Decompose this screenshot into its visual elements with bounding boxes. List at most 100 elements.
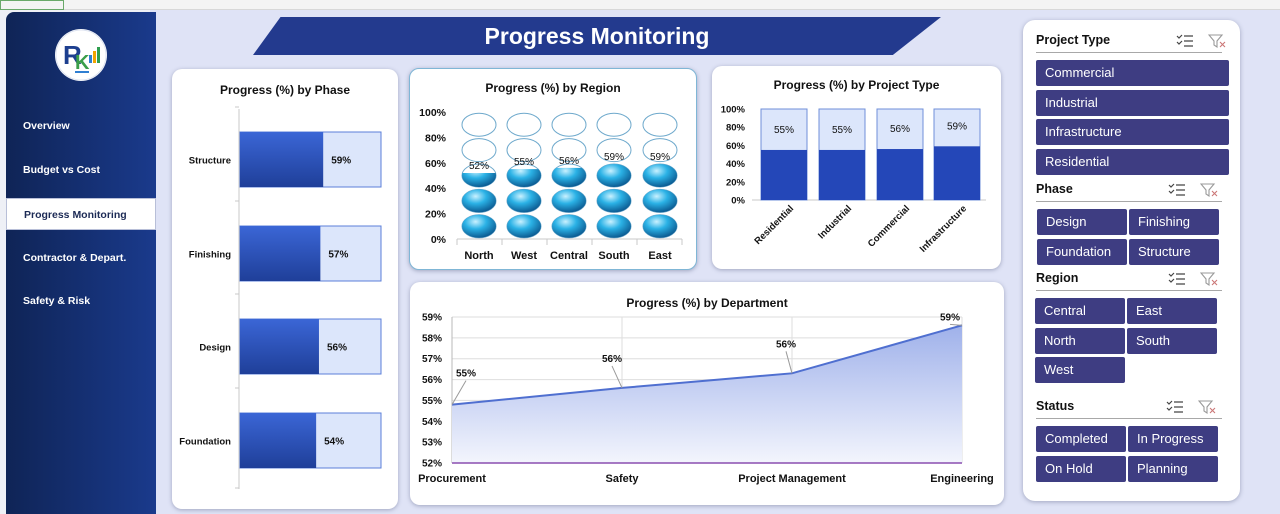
project-type-chart: 0% 20% 40% 60% 80% 100% 55% Residential 55% Indus… [721,105,986,255]
dept-data-label: 56% [776,339,796,350]
multi-select-icon[interactable] [1168,183,1186,197]
region-sphere-south [597,164,631,187]
dept-category-label: Safety [605,473,639,485]
phase-category-label: Finishing [189,250,231,261]
phase-data-label: 56% [327,343,347,354]
region-slicer-central[interactable]: Central [1035,298,1125,324]
region-data-label: 52% [469,161,489,172]
project-type-slicer-industrial[interactable]: Industrial [1036,90,1229,116]
region-chart: 0% 20% 40% 60% 80% 100% 52% North 55% West 56% Cent… [419,107,683,262]
clear-filter-icon[interactable] [1199,272,1218,287]
ptype-category-label: Commercial [866,203,912,249]
sidebar-item-budget-vs-cost[interactable]: Budget vs Cost [23,164,101,176]
region-sphere-east [643,189,677,213]
region-sphere-outline [461,112,497,137]
project-type-slicer-infrastructure[interactable]: Infrastructure [1036,119,1229,145]
ptype-data-label: 56% [890,124,910,135]
phase-bar-design [240,319,319,374]
region-sphere-central [552,189,586,213]
multi-select-icon[interactable] [1166,400,1184,414]
phase-data-label: 54% [324,437,344,448]
ptype-category-label: Industrial [816,203,854,241]
status-slicer-on-hold[interactable]: On Hold [1036,456,1126,482]
project-type-slicer-residential[interactable]: Residential [1036,149,1229,175]
dept-ytick-label: 52% [422,459,442,470]
project-type-chart-card: Progress (%) by Project Type 0% 20% 40% 60%… [712,66,1001,269]
phase-slicer-design[interactable]: Design [1037,209,1127,235]
dept-category-label: Engineering [930,473,994,485]
logo-icon: R K [55,29,107,81]
region-sphere-outline [506,112,542,137]
region-sphere-central [552,214,586,238]
ptype-bar-infrastructure [934,146,980,200]
clear-filter-icon[interactable] [1207,34,1226,49]
multi-select-icon[interactable] [1176,34,1194,48]
region-category-label: North [464,250,494,262]
department-chart-title: Progress (%) by Department [626,296,788,310]
region-data-label: 56% [559,156,579,167]
sidebar-item-overview[interactable]: Overview [23,120,70,132]
dept-category-label: Project Management [738,473,846,485]
multi-select-icon[interactable] [1168,272,1186,286]
ptype-category-label: Infrastructure [918,203,969,254]
region-sphere-north [462,172,496,187]
region-sphere-outline [461,138,497,163]
dept-ytick-label: 55% [422,396,442,407]
ptype-data-label: 55% [832,125,852,136]
sidebar-item-safety-risk[interactable]: Safety & Risk [23,295,91,307]
phase-slicer-structure[interactable]: Structure [1129,239,1219,265]
status-slicer-title: Status [1036,399,1075,413]
spreadsheet-formula-strip [0,0,1280,10]
region-sphere-south [597,189,631,213]
dept-label-leader [785,351,793,374]
ptype-bar-residential [761,149,807,200]
department-chart: 52% 53% 54% 55% 56% 57% 58% 59% 55% Procurement 56… [418,312,994,485]
phase-category-label: Structure [189,156,231,167]
region-sphere-central [552,167,586,187]
region-sphere-west [507,189,541,213]
phase-data-label: 57% [328,250,348,261]
status-slicer-planning[interactable]: Planning [1128,456,1218,482]
ptype-ytick-label: 60% [726,141,746,152]
phase-slicer-finishing[interactable]: Finishing [1129,209,1219,235]
region-sphere-outline [596,112,632,137]
phase-slicer-title: Phase [1036,182,1073,196]
region-sphere-north [462,214,496,238]
project-type-slicer-commercial[interactable]: Commercial [1036,60,1229,86]
dept-ytick-label: 53% [422,438,442,449]
region-sphere-outline [551,112,587,137]
phase-slicer-foundation[interactable]: Foundation [1037,239,1127,265]
region-slicer-west[interactable]: West [1035,357,1125,383]
status-slicer-completed[interactable]: Completed [1036,426,1126,452]
region-sphere-outline [642,138,678,163]
region-category-label: East [648,250,672,262]
region-ytick-label: 100% [419,107,447,119]
region-data-label: 55% [514,157,534,168]
selected-cell[interactable] [0,0,64,10]
sidebar-item-progress-monitoring[interactable]: Progress Monitoring [6,198,156,230]
sidebar-item-contractor-depart[interactable]: Contractor & Depart. [23,252,127,264]
phase-category-label: Foundation [179,437,231,448]
clear-filter-icon[interactable] [1199,183,1218,198]
region-slicer-south[interactable]: South [1127,328,1217,354]
dept-label-leader [451,380,467,405]
ptype-category-label: Residential [753,203,797,247]
region-slicer-east[interactable]: East [1127,298,1217,324]
dept-ytick-label: 54% [422,417,442,428]
region-ytick-label: 0% [431,234,447,246]
status-slicer-in-progress[interactable]: In Progress [1128,426,1218,452]
phase-chart: Structure 59% Finishing 57% Design 56% Foundat… [179,106,382,489]
svg-text:R: R [63,40,82,70]
region-category-label: West [511,250,537,262]
region-ytick-label: 80% [425,132,447,144]
ptype-bar-commercial [877,149,923,200]
region-slicer-north[interactable]: North [1035,328,1125,354]
dept-data-label: 59% [940,312,960,323]
dept-data-label: 56% [602,354,622,365]
project-type-chart-title: Progress (%) by Project Type [773,78,940,92]
phase-data-label: 59% [331,156,351,167]
ptype-ytick-label: 20% [726,177,746,188]
clear-filter-icon[interactable] [1197,400,1216,415]
region-slicer-title: Region [1036,271,1079,285]
region-category-label: South [598,250,629,262]
